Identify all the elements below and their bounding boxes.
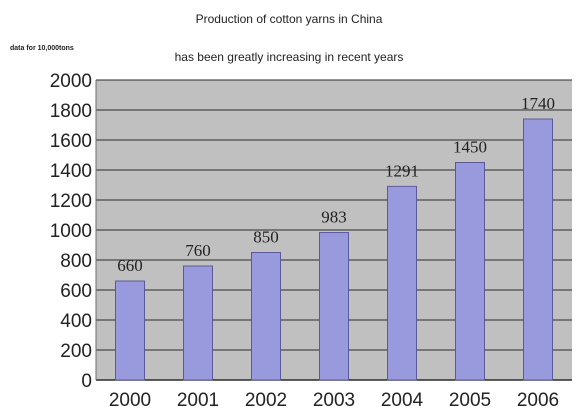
y-tick-label: 200 <box>60 341 92 362</box>
x-tick-label-2005: 2005 <box>449 390 491 411</box>
y-tick-label: 400 <box>60 311 92 332</box>
x-tick-label-2001: 2001 <box>177 390 219 411</box>
x-tick-label-2000: 2000 <box>109 390 151 411</box>
y-tick-label: 600 <box>60 281 92 302</box>
bar-2006 <box>523 118 553 381</box>
bar-2003 <box>319 232 349 381</box>
y-tick-label: 1600 <box>50 131 92 152</box>
x-tick-label-2002: 2002 <box>245 390 287 411</box>
bars <box>115 118 553 381</box>
bar-2002 <box>251 252 281 381</box>
data-label-2002: 850 <box>253 228 279 247</box>
y-tick-label: 1400 <box>50 161 92 182</box>
y-tick-label: 1000 <box>50 221 92 242</box>
data-label-2004: 1291 <box>385 161 419 180</box>
y-tick-label: 1200 <box>50 191 92 212</box>
chart-subtitle: has been greatly increasing in recent ye… <box>174 50 404 64</box>
chart-title: Production of cotton yarns in China <box>195 12 383 26</box>
y-tick-label: 0 <box>81 371 92 392</box>
data-label-2005: 1450 <box>453 138 487 157</box>
y-tick-label: 800 <box>60 251 92 272</box>
y-axis-unit-label: data for 10,000tons <box>10 45 74 52</box>
x-tick-label-2004: 2004 <box>381 390 424 411</box>
x-tick-label-2006: 2006 <box>517 390 559 411</box>
data-label-2001: 760 <box>185 241 211 260</box>
bar-2005 <box>455 162 485 381</box>
data-label-2003: 983 <box>321 208 347 227</box>
y-axis-ticks: 0 200 400 600 800 1000 1200 1400 1600 1800 2000 <box>50 71 92 392</box>
x-axis-ticks: 2000 2001 2002 2003 2004 2005 2006 <box>109 390 559 411</box>
bar-2004 <box>387 185 417 381</box>
bar-2000 <box>115 280 145 381</box>
data-label-2006: 1740 <box>521 94 555 113</box>
y-tick-label: 1800 <box>50 101 92 122</box>
data-label-2000: 660 <box>117 256 143 275</box>
bar-2001 <box>183 265 213 381</box>
data-labels: 660 760 850 983 1291 1450 1740 <box>117 94 555 275</box>
x-tick-label-2003: 2003 <box>313 390 355 411</box>
y-tick-label: 2000 <box>50 71 92 92</box>
